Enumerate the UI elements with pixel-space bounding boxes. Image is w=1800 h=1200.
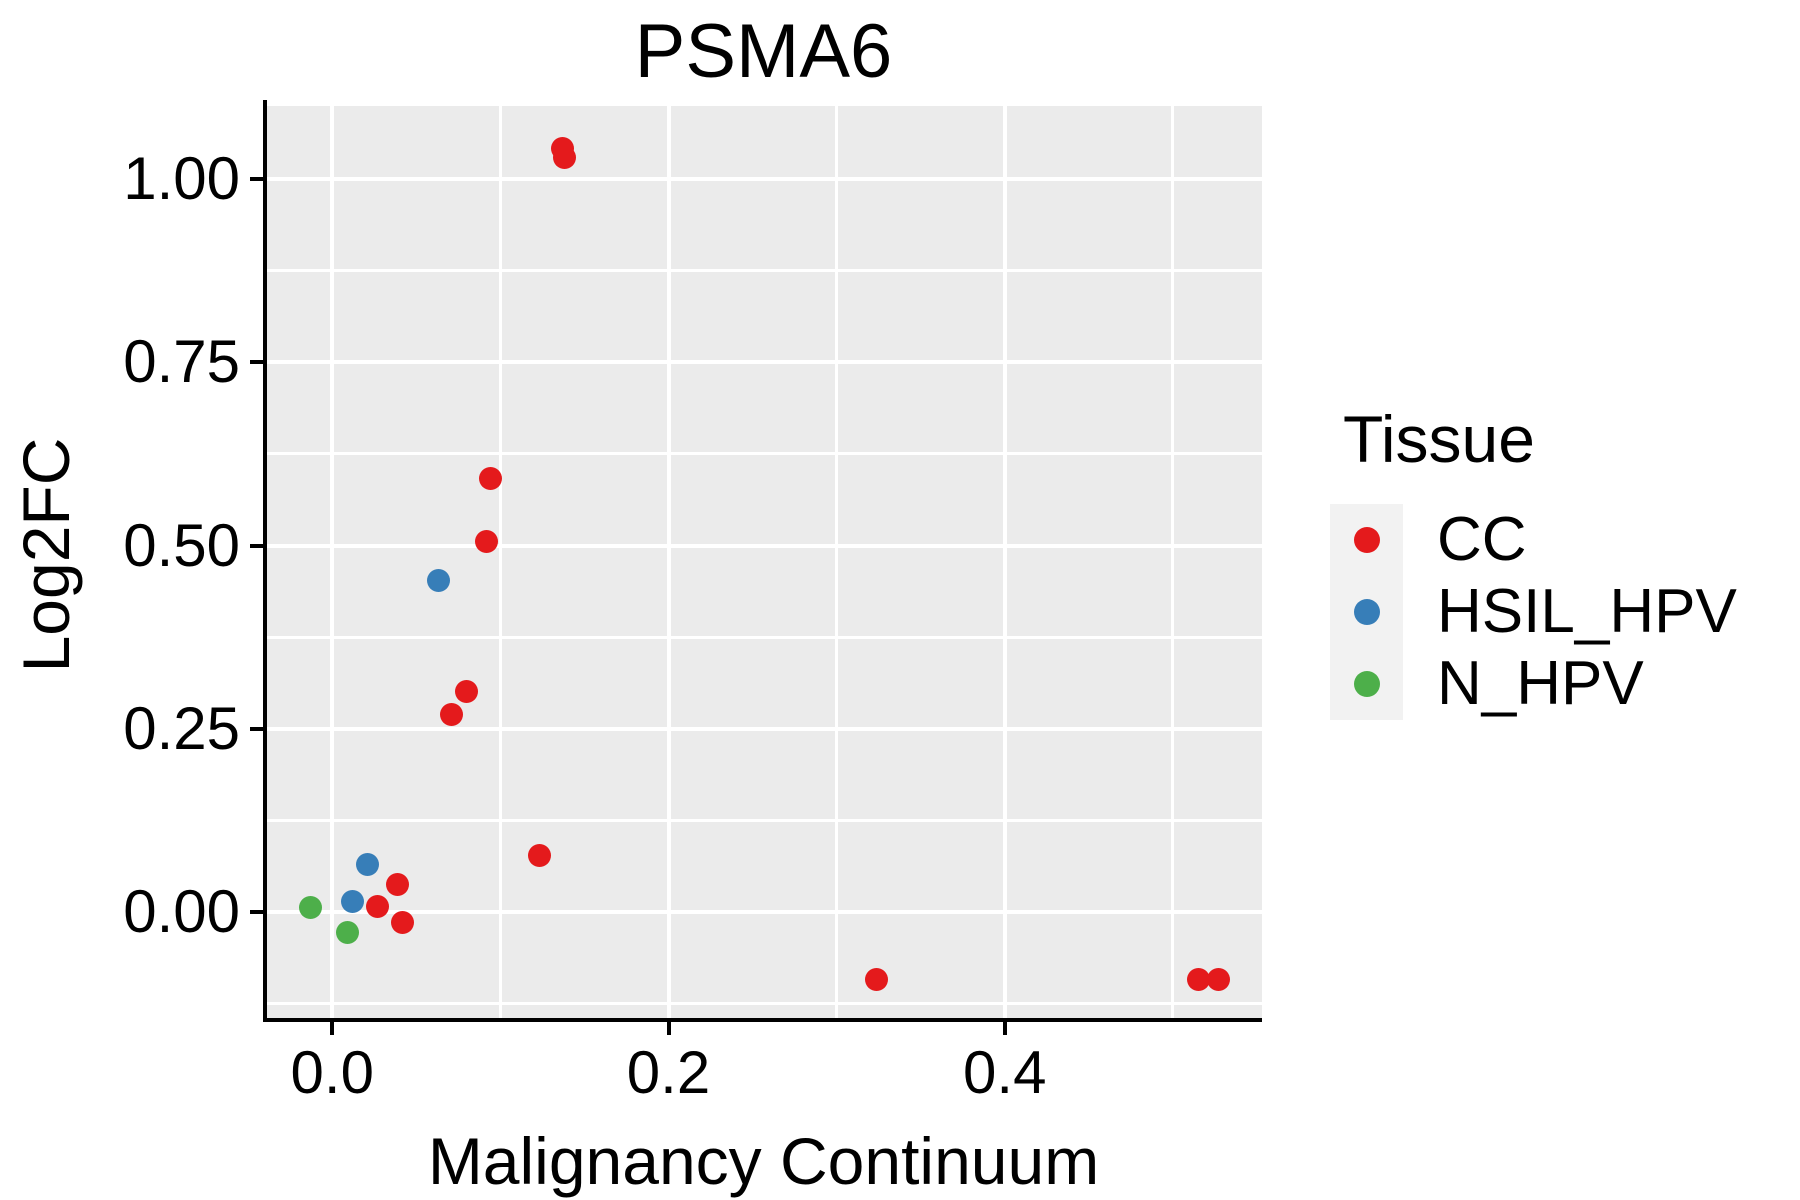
y-tick-mark xyxy=(250,360,263,365)
legend-key xyxy=(1330,576,1403,648)
gridline-minor-horizontal xyxy=(265,635,1262,639)
data-point-hsil_hpv xyxy=(356,853,380,877)
data-point-cc xyxy=(552,145,576,169)
y-tick-label: 0.00 xyxy=(123,878,240,946)
legend-title: Tissue xyxy=(1343,402,1535,476)
gridline-minor-horizontal xyxy=(265,452,1262,456)
gridline-major-horizontal xyxy=(265,543,1262,548)
gridline-minor-horizontal xyxy=(265,819,1262,823)
data-point-hsil_hpv xyxy=(426,569,450,593)
gridline-major-vertical xyxy=(330,106,335,1020)
legend-item-n_hpv: N_HPV xyxy=(1330,648,1737,720)
plot-panel xyxy=(265,106,1262,1020)
gridline-minor-horizontal xyxy=(265,269,1262,273)
legend-key xyxy=(1330,504,1403,576)
x-tick-label: 0.0 xyxy=(290,1039,374,1106)
legend-rows: CC HSIL_HPV N_HPV xyxy=(1330,504,1737,720)
gridline-major-vertical xyxy=(666,106,671,1020)
gridline-major-horizontal xyxy=(265,177,1262,182)
y-tick-label: 1.00 xyxy=(123,145,240,213)
gridline-minor-vertical xyxy=(835,106,839,1020)
gridline-major-horizontal xyxy=(265,360,1262,365)
data-point-cc xyxy=(366,894,390,918)
y-tick-label: 0.50 xyxy=(123,511,240,579)
y-tick-mark xyxy=(250,543,263,548)
data-point-cc xyxy=(478,467,502,491)
data-point-cc xyxy=(455,680,479,704)
data-point-n_hpv xyxy=(335,920,359,944)
gridline-major-vertical xyxy=(1002,106,1007,1020)
gridline-minor-horizontal xyxy=(265,1002,1262,1006)
data-point-cc xyxy=(865,968,889,992)
legend-item-label: N_HPV xyxy=(1437,649,1644,718)
legend-swatch-dot xyxy=(1353,599,1380,625)
x-axis-title: Malignancy Continuum xyxy=(427,1124,1100,1198)
legend-item-label: CC xyxy=(1437,505,1527,574)
y-tick-mark xyxy=(250,726,263,731)
data-point-cc xyxy=(527,844,551,868)
legend-item-hsil_hpv: HSIL_HPV xyxy=(1330,576,1737,648)
y-axis-title: Log2FC xyxy=(9,437,83,673)
x-tick-mark xyxy=(330,1022,335,1035)
gridline-minor-vertical xyxy=(1171,106,1175,1020)
data-point-cc xyxy=(475,530,499,554)
legend-key xyxy=(1330,648,1403,720)
y-tick-mark xyxy=(250,177,263,182)
y-tick-label: 0.25 xyxy=(123,694,240,762)
data-point-cc xyxy=(1206,968,1230,992)
x-axis-line xyxy=(263,1018,1262,1022)
legend-item-label: HSIL_HPV xyxy=(1437,577,1737,646)
gridline-major-horizontal xyxy=(265,910,1262,915)
data-point-n_hpv xyxy=(298,895,322,919)
y-axis-line xyxy=(263,100,267,1022)
x-tick-label: 0.2 xyxy=(626,1039,711,1106)
x-tick-mark xyxy=(666,1022,671,1035)
legend-swatch-dot xyxy=(1353,527,1380,553)
data-point-cc xyxy=(391,910,415,934)
data-point-cc xyxy=(386,872,410,896)
data-point-cc xyxy=(1186,968,1210,992)
plot-title: PSMA6 xyxy=(634,9,893,94)
legend-item-cc: CC xyxy=(1330,504,1737,576)
gridline-minor-vertical xyxy=(498,106,502,1020)
data-point-hsil_hpv xyxy=(340,889,364,913)
y-tick-mark xyxy=(250,910,263,915)
y-tick-label: 0.75 xyxy=(123,328,240,396)
data-point-cc xyxy=(440,703,464,727)
gridline-major-horizontal xyxy=(265,726,1262,731)
legend-swatch-dot xyxy=(1353,671,1380,697)
x-tick-mark xyxy=(1002,1022,1007,1035)
x-tick-label: 0.4 xyxy=(963,1039,1047,1106)
